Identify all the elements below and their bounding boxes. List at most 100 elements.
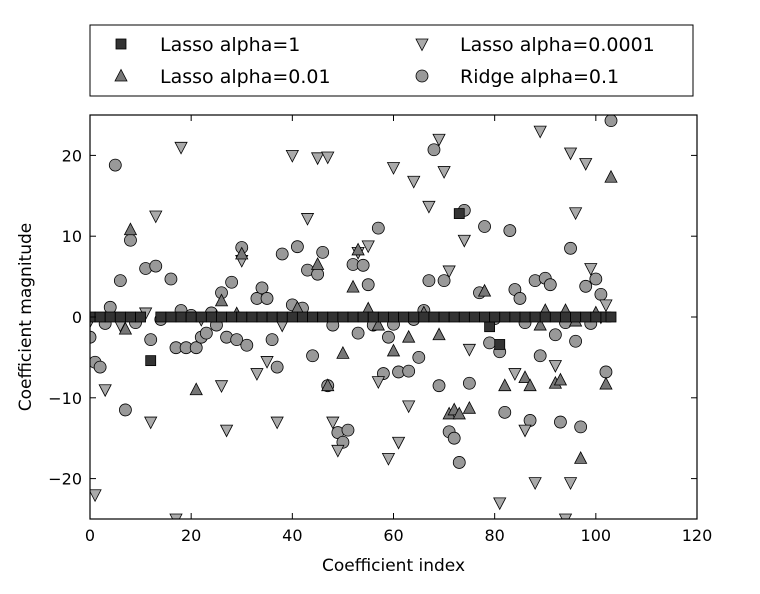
data-point	[508, 368, 522, 381]
data-point	[361, 278, 375, 292]
data-point	[290, 240, 304, 254]
axes: 0 20 40 60 80 100 120 −20 −10 0 10 20	[48, 115, 712, 545]
data-point	[145, 355, 157, 367]
series-group	[90, 125, 613, 519]
data-point	[155, 311, 167, 323]
legend-marker	[415, 38, 429, 52]
legend-box	[89, 24, 694, 97]
data-point	[371, 221, 385, 235]
data-point	[93, 360, 107, 374]
data-point	[523, 414, 537, 427]
legend-label: Ridge alpha=0.1	[460, 66, 619, 88]
data-marks	[90, 115, 618, 519]
data-point	[498, 378, 512, 392]
data-point	[548, 328, 562, 342]
data-point	[418, 311, 430, 323]
data-point	[123, 222, 138, 236]
data-point	[484, 321, 496, 333]
data-point	[316, 245, 330, 259]
data-point	[553, 372, 568, 386]
data-point	[386, 162, 401, 175]
x-tick-label: 40	[282, 526, 302, 545]
data-point	[214, 293, 229, 307]
data-point	[539, 311, 551, 323]
data-point	[452, 406, 466, 420]
x-tick-label: 60	[383, 526, 403, 545]
data-point	[98, 384, 112, 398]
data-point	[125, 311, 136, 323]
data-point	[453, 208, 465, 219]
data-point	[236, 311, 248, 323]
data-point	[311, 267, 325, 281]
data-point	[214, 380, 229, 394]
data-point	[118, 321, 133, 335]
data-point	[195, 311, 207, 323]
data-point	[437, 274, 451, 288]
data-point	[469, 311, 480, 323]
data-point	[306, 349, 319, 363]
data-point	[246, 311, 258, 323]
data-point	[503, 224, 517, 237]
data-point	[574, 420, 588, 434]
data-point	[391, 436, 406, 450]
x-tick-label: 100	[581, 526, 612, 545]
data-point	[570, 311, 581, 323]
data-point	[594, 287, 608, 301]
data-point	[103, 300, 117, 314]
data-point	[402, 364, 416, 378]
data-point	[321, 378, 335, 392]
data-point	[599, 376, 613, 390]
data-point	[483, 336, 497, 350]
data-point	[573, 451, 588, 464]
data-point	[604, 169, 618, 183]
data-point	[149, 259, 163, 273]
data-point	[276, 311, 288, 323]
data-point	[351, 242, 365, 256]
data-point	[580, 311, 592, 323]
legend-marker	[114, 68, 128, 82]
data-point	[357, 311, 369, 323]
data-point	[564, 241, 577, 255]
data-point	[307, 311, 318, 323]
data-point	[402, 400, 416, 414]
y-tick-label: −10	[48, 389, 82, 408]
data-point	[529, 311, 541, 323]
data-point	[448, 311, 460, 323]
data-point	[589, 272, 603, 286]
data-point	[331, 444, 345, 458]
data-point	[523, 378, 537, 392]
data-point	[498, 405, 512, 419]
data-point	[554, 415, 567, 429]
series-group	[90, 115, 618, 469]
x-tick-label: 80	[484, 526, 504, 545]
data-point	[310, 257, 325, 270]
data-point	[351, 326, 365, 340]
data-point	[94, 311, 106, 323]
data-point	[270, 416, 284, 430]
data-point	[174, 141, 188, 155]
data-point	[371, 376, 385, 390]
data-point	[432, 327, 446, 341]
data-point	[382, 330, 395, 344]
data-point	[346, 279, 360, 293]
x-tick-label: 20	[181, 526, 201, 545]
data-point	[386, 343, 401, 357]
data-point	[407, 175, 421, 189]
data-point	[310, 152, 325, 166]
data-point	[216, 311, 227, 323]
data-point	[427, 143, 441, 157]
legend-label: Lasso alpha=1	[160, 34, 300, 56]
data-point	[361, 240, 375, 254]
data-point	[477, 283, 492, 297]
data-point	[533, 125, 547, 139]
data-point	[297, 311, 308, 323]
data-point	[599, 365, 613, 379]
data-point	[300, 213, 315, 226]
data-point	[240, 338, 254, 352]
data-point	[519, 311, 531, 323]
data-point	[286, 311, 298, 323]
data-point	[219, 424, 234, 438]
data-point	[428, 311, 440, 323]
data-point	[422, 200, 436, 214]
